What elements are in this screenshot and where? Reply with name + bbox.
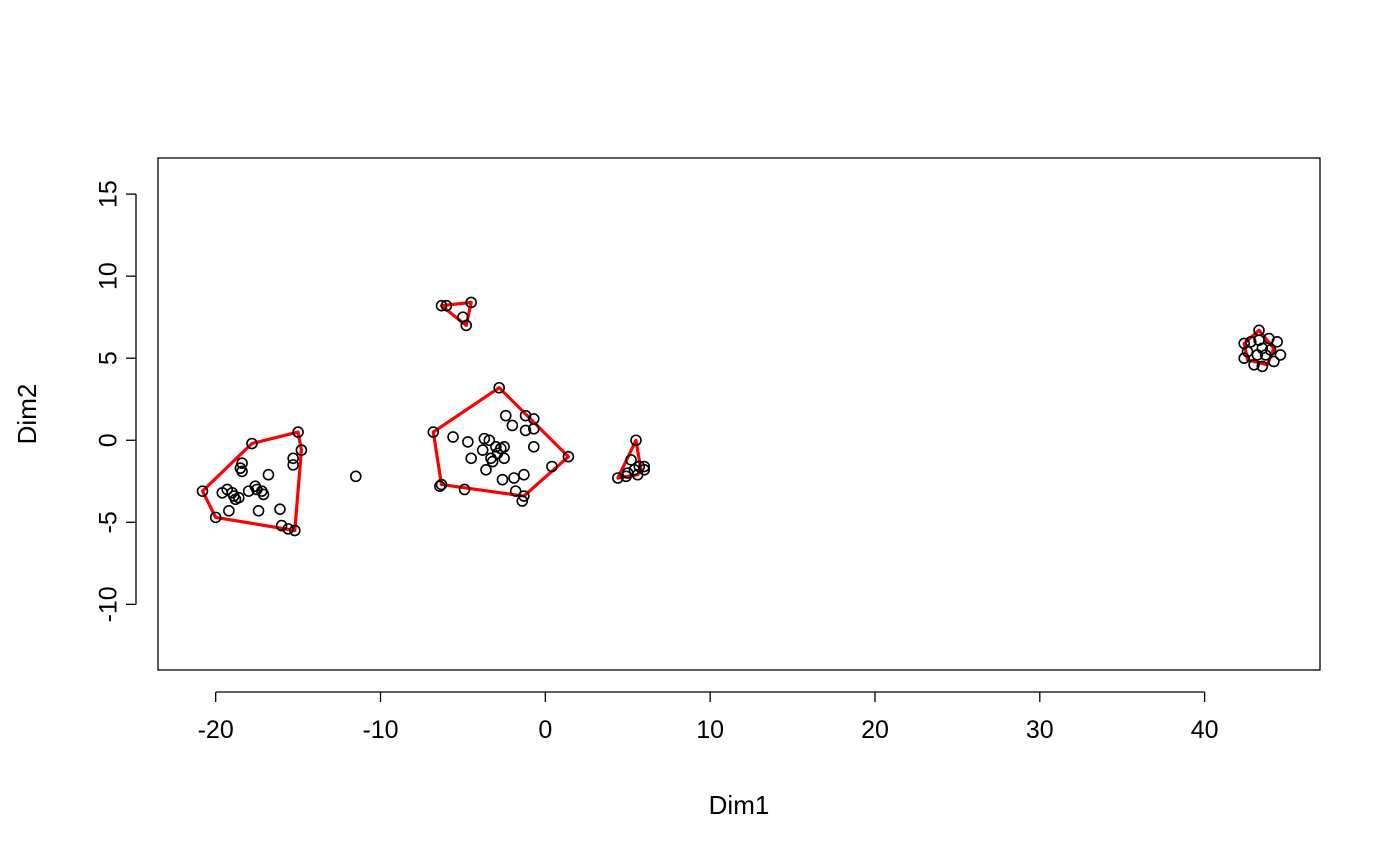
data-point [223, 505, 235, 517]
cluster-hull [200, 430, 303, 533]
data-point [546, 460, 558, 473]
x-tick-label: -20 [198, 716, 234, 744]
y-tick-label: 5 [95, 351, 123, 365]
data-point [440, 299, 453, 312]
data-point [458, 483, 471, 496]
data-point [252, 505, 265, 517]
data-point [1274, 349, 1287, 361]
x-tick-label: 40 [1191, 716, 1219, 744]
y-tick-label: -5 [95, 511, 123, 533]
data-point [527, 441, 540, 453]
data-point [434, 480, 446, 493]
data-point [562, 450, 575, 463]
data-point [499, 409, 512, 422]
data-point [275, 519, 288, 532]
data-point [257, 488, 270, 501]
cluster-hulls [200, 300, 1276, 533]
data-point [196, 485, 209, 497]
data-point [476, 444, 489, 456]
data-point [1248, 358, 1260, 371]
data-point [287, 452, 299, 465]
data-point [483, 434, 496, 447]
data-point [1256, 360, 1269, 373]
plot-frame [157, 157, 1321, 671]
data-point [498, 452, 510, 465]
cluster-hull [431, 386, 571, 498]
data-point [462, 436, 474, 448]
data-point [465, 452, 477, 465]
data-point [1268, 355, 1280, 368]
y-axis-title: Dim2 [12, 384, 42, 445]
data-point [638, 460, 651, 473]
data-point [498, 441, 510, 453]
x-axis-title: Dim1 [709, 790, 770, 820]
data-point [287, 459, 299, 471]
x-tick-label: 10 [696, 716, 724, 744]
data-point [509, 485, 522, 497]
data-point [1264, 344, 1277, 356]
x-tick-label: 30 [1026, 716, 1054, 744]
data-point [1244, 335, 1257, 348]
data-point [1253, 324, 1265, 337]
data-point [295, 444, 308, 456]
data-point [232, 491, 245, 504]
data-point [289, 524, 301, 537]
y-tick-label: 15 [95, 180, 123, 208]
data-point [236, 465, 248, 478]
y-axis: -10 -5 0 5 10 15 [95, 180, 137, 622]
y-tick-label: -10 [95, 586, 123, 622]
data-point [465, 296, 477, 309]
data-point [447, 431, 459, 443]
data-point [262, 468, 275, 481]
data-point [1238, 352, 1250, 365]
data-point [1271, 335, 1283, 348]
data-point [435, 478, 448, 491]
data-point [427, 426, 440, 438]
data-points [196, 296, 1287, 537]
data-point [1241, 345, 1254, 358]
x-tick-label: 20 [861, 716, 889, 744]
data-point [612, 472, 624, 484]
data-point [630, 434, 642, 447]
data-point [460, 319, 473, 332]
data-point [519, 424, 532, 437]
data-point [625, 454, 637, 466]
data-point [236, 457, 248, 470]
data-point [1256, 342, 1269, 355]
x-tick-label: 0 [538, 716, 552, 744]
data-point [527, 422, 540, 435]
data-point [516, 495, 529, 507]
data-point [508, 472, 520, 484]
data-point [274, 503, 286, 515]
data-point [349, 470, 362, 483]
data-point [490, 441, 502, 453]
data-point [246, 437, 258, 450]
y-tick-label: 0 [95, 433, 123, 447]
data-point [496, 473, 509, 486]
data-point [435, 299, 448, 312]
data-point [292, 426, 304, 438]
data-point [518, 490, 530, 502]
data-point [493, 381, 505, 394]
data-point [209, 511, 222, 524]
data-point [518, 468, 530, 481]
cluster-hull [439, 300, 473, 327]
data-point [478, 432, 491, 445]
data-point [480, 463, 492, 476]
data-point [506, 419, 519, 432]
x-tick-label: -10 [362, 716, 398, 744]
y-tick-label: 10 [95, 262, 123, 290]
x-axis: -20 -10 0 10 20 30 40 [198, 691, 1219, 744]
data-point [486, 455, 499, 468]
data-point [282, 523, 295, 535]
data-point [638, 463, 651, 476]
